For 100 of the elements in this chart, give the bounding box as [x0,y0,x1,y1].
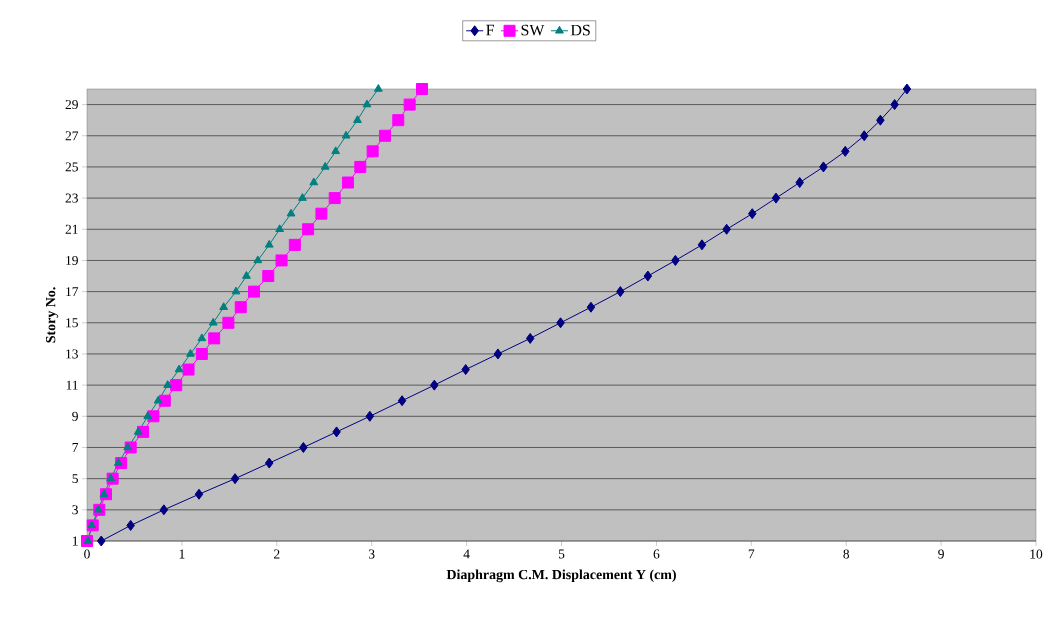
point [556,317,565,329]
legend-label: SW [521,24,545,36]
y-tick-label: 29 [65,100,78,110]
y-tick-label: 13 [66,349,78,359]
point [353,115,362,123]
x-tick-label: 4 [463,549,470,559]
x-tick-label: 1 [179,549,185,559]
y-tick-label: 27 [65,131,79,141]
point [298,193,307,201]
point [248,285,261,298]
point [616,286,625,298]
point [378,129,391,142]
point [123,442,133,451]
x-tick-label: 3 [368,549,375,559]
point [748,208,757,220]
point [403,98,416,111]
point [231,286,241,295]
point [331,146,341,155]
point [170,379,183,392]
point [354,160,367,173]
y-tick-label: 7 [72,443,79,452]
point [234,301,247,314]
y-axis-title: Story No. [45,287,59,343]
point [182,363,195,376]
point [671,254,680,266]
point [430,379,439,391]
point [96,535,106,547]
x-tick-label: 0 [84,549,90,559]
x-tick-label: 10 [1030,549,1043,559]
point [302,223,315,236]
point [341,176,354,189]
y-tick-label: 23 [65,193,78,203]
point [253,255,263,264]
point [197,333,207,342]
point [159,504,169,516]
point [461,364,470,376]
x-axis-title: Diaphragm C.M. Displacement Y (cm) [446,569,676,583]
point [163,380,173,388]
point [525,332,535,344]
x-tick-label: 7 [748,549,755,559]
point [416,83,428,95]
y-tick-label: 1 [72,536,78,546]
point [320,161,330,170]
point [876,114,885,126]
point [275,254,288,267]
y-tick-label: 19 [66,255,78,265]
x-tick-label: 5 [558,549,565,559]
point [143,411,153,420]
x-tick-label: 8 [843,549,850,559]
point [902,83,912,95]
point [242,271,251,279]
point [99,489,109,497]
point [186,348,195,357]
point [288,238,301,251]
legend-label: DS [570,24,590,36]
point [366,145,379,158]
point [208,317,218,326]
point [174,364,184,373]
y-tick-label: 11 [66,380,78,390]
y-tick-label: 17 [66,287,79,297]
point [126,519,135,531]
point [195,347,208,360]
point [264,239,274,248]
point [890,99,899,111]
point [332,426,341,438]
x-tick-label: 6 [653,549,660,559]
point [697,239,707,251]
point [275,224,285,233]
point [299,441,308,453]
point [586,301,596,313]
point [373,84,383,92]
point [230,473,240,485]
point [819,161,828,173]
x-tick-label: 2 [274,549,280,559]
point [841,145,850,157]
legend-label: F [486,24,494,36]
y-tick-label: 5 [72,474,78,484]
point [643,270,653,282]
point [133,426,143,435]
point [493,348,503,360]
point [194,488,204,500]
point [153,395,163,404]
point [309,177,319,186]
point [222,316,235,329]
point [219,302,229,310]
x-tick-label: 9 [938,549,944,559]
point [859,130,869,142]
point [286,208,296,217]
point [397,395,407,407]
y-tick-label: 9 [72,411,78,421]
point [392,114,405,127]
point [771,192,781,204]
point [315,207,328,220]
point [341,130,351,139]
point [264,457,274,469]
point [795,177,804,189]
point [365,410,375,422]
point [328,192,341,205]
point [262,270,275,283]
y-tick-label: 25 [65,162,78,172]
